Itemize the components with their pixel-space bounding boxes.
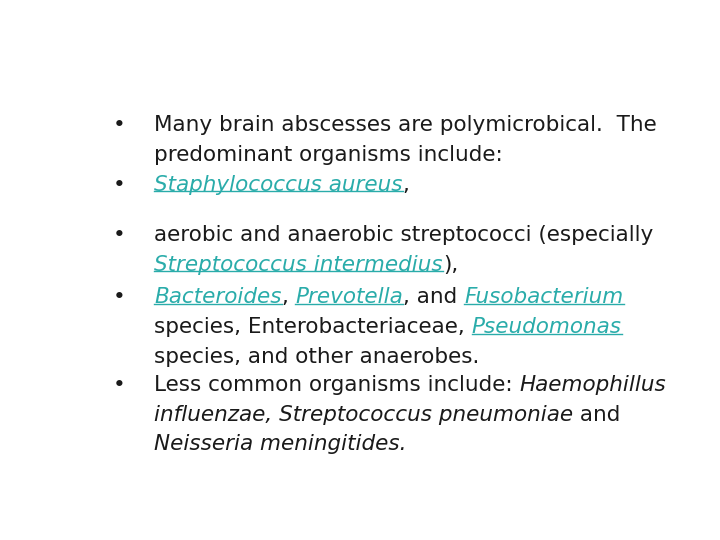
Text: ,: , <box>402 175 410 195</box>
Text: Streptococcus intermedius: Streptococcus intermedius <box>154 255 443 275</box>
Text: predominant organisms include:: predominant organisms include: <box>154 145 503 165</box>
Text: Haemophillus: Haemophillus <box>520 375 667 395</box>
Text: •: • <box>112 287 125 307</box>
Text: ,: , <box>282 287 295 307</box>
Text: aerobic and anaerobic streptococci (especially: aerobic and anaerobic streptococci (espe… <box>154 225 654 245</box>
Text: Prevotella: Prevotella <box>295 287 403 307</box>
Text: Fusobacterium: Fusobacterium <box>464 287 624 307</box>
Text: species, and other anaerobes.: species, and other anaerobes. <box>154 347 480 367</box>
Text: Many brain abscesses are polymicrobical.  The: Many brain abscesses are polymicrobical.… <box>154 114 657 134</box>
Text: •: • <box>112 225 125 245</box>
Text: Staphylococcus aureus: Staphylococcus aureus <box>154 175 402 195</box>
Text: ),: ), <box>443 255 458 275</box>
Text: Less common organisms include:: Less common organisms include: <box>154 375 520 395</box>
Text: and: and <box>573 404 621 424</box>
Text: Pseudomonas: Pseudomonas <box>472 317 622 337</box>
Text: Bacteroides: Bacteroides <box>154 287 282 307</box>
Text: species, Enterobacteriaceae,: species, Enterobacteriaceae, <box>154 317 472 337</box>
Text: •: • <box>112 175 125 195</box>
Text: Neisseria meningitides.: Neisseria meningitides. <box>154 435 407 455</box>
Text: •: • <box>112 114 125 134</box>
Text: , and: , and <box>403 287 464 307</box>
Text: influenzae, Streptococcus pneumoniae: influenzae, Streptococcus pneumoniae <box>154 404 573 424</box>
Text: •: • <box>112 375 125 395</box>
